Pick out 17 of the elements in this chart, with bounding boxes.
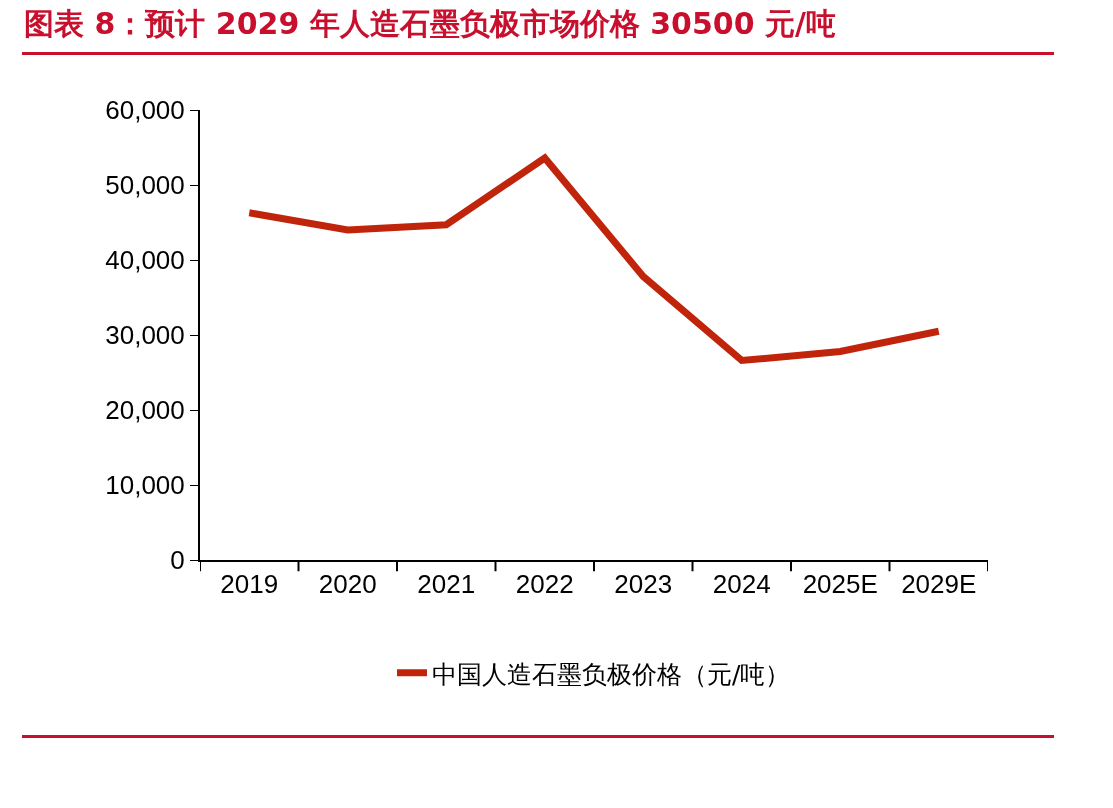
y-tick-label: 20,000	[105, 395, 185, 426]
x-tick-label: 2020	[318, 569, 377, 600]
y-tick-label: 30,000	[105, 320, 185, 351]
x-tick-label: 2021	[417, 569, 476, 600]
legend-label: 中国人造石墨负极价格（元/吨）	[432, 659, 791, 689]
x-tick-label: 2025E	[802, 569, 878, 600]
chart-title: 图表 8：预计 2029 年人造石墨负极市场价格 30500 元/吨	[24, 5, 836, 43]
x-tick-label: 2023	[614, 569, 673, 600]
x-tick-label: 2022	[515, 569, 574, 600]
x-tick-label: 2029E	[901, 569, 977, 600]
y-tick-label: 60,000	[105, 95, 185, 126]
x-tick-label: 2019	[220, 569, 279, 600]
y-tick-label: 10,000	[105, 470, 185, 501]
x-tick-label: 2024	[712, 569, 771, 600]
y-tick-label: 40,000	[105, 245, 185, 276]
y-tick-label: 50,000	[105, 170, 185, 201]
y-tick-label: 0	[170, 545, 185, 576]
